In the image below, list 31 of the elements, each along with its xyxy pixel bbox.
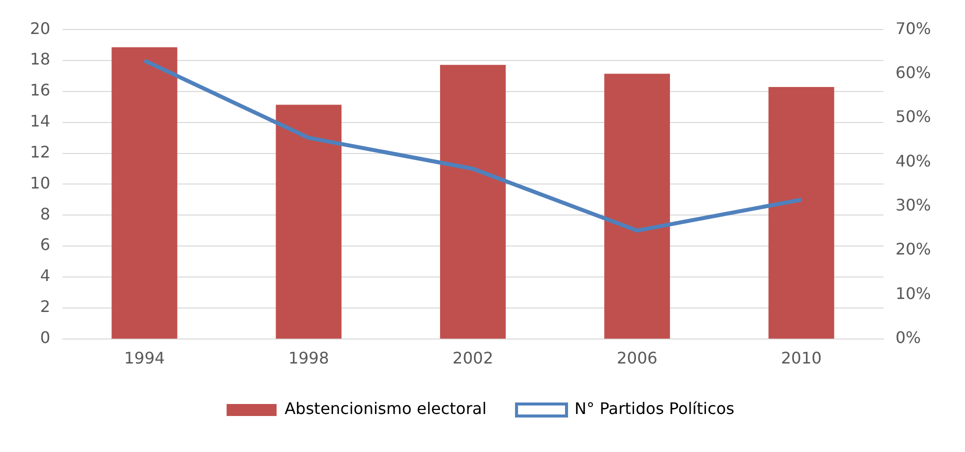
y-tick-label: 14 (30, 112, 50, 131)
x-tick-label: 2006 (616, 348, 658, 368)
y-tick-label: 12 (30, 142, 50, 162)
bar (112, 47, 178, 339)
y2-tick-label: 40% (895, 151, 931, 170)
y2-tick-label: 0% (895, 328, 921, 347)
y2-tick-label: 50% (895, 107, 931, 126)
y-tick-label: 20 (30, 18, 50, 38)
x-tick-label: 1994 (124, 348, 165, 368)
y2-tick-label: 20% (895, 240, 931, 259)
y-tick-label: 6 (40, 235, 50, 254)
bar (768, 87, 834, 339)
y-tick-label: 0 (40, 328, 50, 347)
y2-tick-label: 70% (895, 18, 931, 38)
y-tick-label: 10 (30, 173, 50, 192)
y-tick-label: 8 (40, 204, 50, 224)
bar (604, 74, 670, 339)
y-tick-label: 16 (30, 80, 50, 100)
x-tick-label: 2010 (780, 348, 822, 368)
y-tick-label: 2 (40, 297, 50, 316)
y2-tick-label: 30% (895, 195, 931, 214)
bar (440, 64, 506, 339)
legend-label: N° Partidos Políticos (574, 399, 734, 418)
bar (276, 104, 342, 339)
x-tick-label: 1998 (288, 348, 330, 368)
y2-tick-label: 10% (895, 284, 931, 303)
legend-label: Abstencionismo electoral (284, 399, 487, 418)
x-tick-label: 2002 (452, 348, 494, 368)
y-tick-label: 18 (30, 50, 50, 69)
y2-tick-label: 60% (895, 62, 931, 82)
y-tick-label: 4 (40, 266, 50, 286)
